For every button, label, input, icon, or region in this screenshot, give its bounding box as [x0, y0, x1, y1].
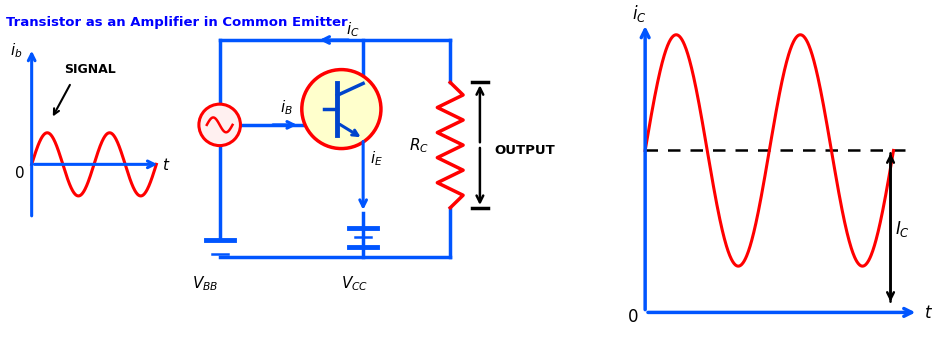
Text: $t$: $t$	[925, 304, 933, 322]
Text: $0$: $0$	[627, 308, 639, 326]
Text: $i_C$: $i_C$	[346, 20, 360, 39]
Text: $i_C$: $i_C$	[632, 3, 647, 24]
Text: $R_C$: $R_C$	[409, 136, 428, 155]
Text: $I_C$: $I_C$	[896, 219, 911, 239]
Text: SIGNAL: SIGNAL	[64, 63, 116, 76]
Ellipse shape	[301, 69, 381, 149]
Text: $V_{CC}$: $V_{CC}$	[341, 275, 369, 293]
Text: $i_b$: $i_b$	[10, 42, 22, 61]
Circle shape	[199, 104, 241, 146]
Text: $i_B$: $i_B$	[280, 98, 293, 117]
Text: Transistor as an Amplifier in Common Emitter: Transistor as an Amplifier in Common Emi…	[6, 16, 348, 29]
Text: $i_E$: $i_E$	[370, 149, 383, 168]
Text: OUTPUT: OUTPUT	[494, 143, 555, 157]
Text: $0$: $0$	[14, 165, 24, 181]
Text: $V_{BB}$: $V_{BB}$	[192, 275, 218, 293]
Text: $t$: $t$	[162, 157, 171, 173]
